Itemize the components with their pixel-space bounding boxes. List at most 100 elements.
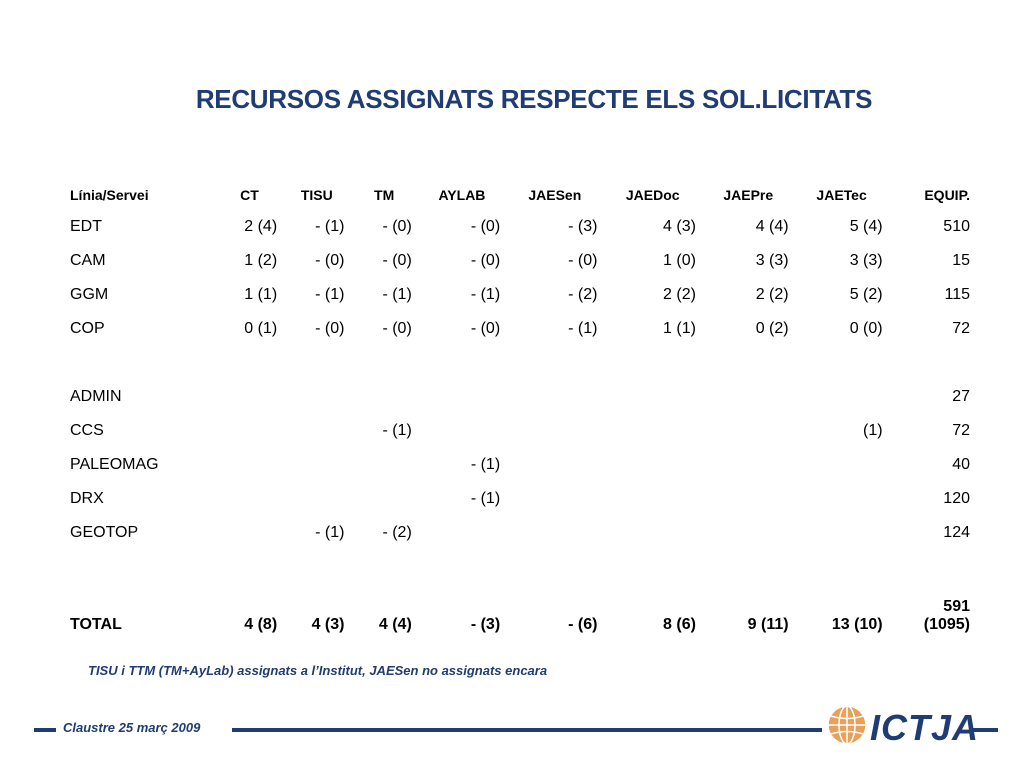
table-cell: - (3) — [568, 218, 598, 235]
table-cell: 2 (4) — [244, 218, 278, 235]
table-cell — [702, 550, 795, 584]
table-row: GGM 1 (1) - (1) - (1) - (1) - (2) 2 (2) 2 (2) 5 … — [62, 278, 976, 312]
table-cell — [603, 482, 701, 516]
table-cell — [702, 448, 795, 482]
table-cell — [283, 346, 350, 380]
header-cell: JAEDoc — [625, 187, 680, 203]
table-cell — [603, 516, 701, 550]
table-cell — [506, 448, 603, 482]
table-cell — [603, 448, 701, 482]
row-label: ADMIN — [70, 388, 122, 405]
row-label — [62, 346, 216, 380]
table-cell: 0 (1) — [244, 320, 278, 337]
header-cell: EQUIP. — [924, 187, 970, 203]
header-cell: JAESen — [528, 187, 582, 203]
total-equip-line1: 591 — [943, 598, 970, 615]
table-cell — [889, 346, 976, 380]
logo-text: ICTJA — [870, 707, 980, 748]
table-cell — [702, 414, 795, 448]
table-cell: 1 (0) — [663, 252, 696, 269]
table-cell: 72 — [952, 422, 970, 439]
table-cell: 40 — [952, 456, 970, 473]
table-cell: 510 — [943, 218, 970, 235]
table-cell: - (1) — [315, 218, 345, 235]
footnote: TISU i TTM (TM+AyLab) assignats a l’Inst… — [88, 663, 548, 678]
table-cell — [418, 380, 506, 414]
table-cell — [350, 482, 417, 516]
table-cell — [702, 516, 795, 550]
table-cell: 72 — [952, 320, 970, 337]
total-cell: - (6) — [568, 616, 598, 633]
row-label — [62, 550, 216, 584]
table-header-row: Línia/Servei CT TISU TM AYLAB JAESen JAE… — [62, 180, 976, 210]
table-cell — [603, 414, 701, 448]
table-row: PALEOMAG - (1) 40 — [62, 448, 976, 482]
spacer-row — [62, 550, 976, 584]
table-cell — [350, 550, 417, 584]
header-cell: CT — [240, 187, 259, 203]
table-row: ADMIN 27 — [62, 380, 976, 414]
table-cell: - (0) — [382, 252, 412, 269]
table-cell — [795, 550, 889, 584]
total-cell: 8 (6) — [663, 616, 696, 633]
total-cell: 4 (3) — [311, 616, 345, 633]
table-cell: - (1) — [470, 456, 501, 473]
table-cell — [702, 346, 795, 380]
table-cell: - (1) — [382, 286, 412, 303]
table-cell: 4 (3) — [663, 218, 696, 235]
total-cell: - (3) — [470, 616, 501, 633]
table-cell — [795, 516, 889, 550]
footer-line-middle — [232, 728, 822, 732]
table-cell: 3 (3) — [755, 252, 789, 269]
table-cell — [889, 550, 976, 584]
table-cell — [506, 414, 603, 448]
table-cell: - (0) — [470, 218, 501, 235]
table-cell: - (1) — [470, 490, 501, 507]
table-cell: - (0) — [470, 252, 501, 269]
table-cell — [506, 516, 603, 550]
total-cell: 13 (10) — [831, 616, 883, 633]
spacer-row — [62, 346, 976, 380]
table-cell: - (1) — [568, 320, 598, 337]
table-cell — [795, 346, 889, 380]
header-cell: AYLAB — [438, 187, 486, 203]
row-label: COP — [70, 320, 105, 337]
table-cell — [506, 346, 603, 380]
table-row: GEOTOP - (1) - (2) 124 — [62, 516, 976, 550]
total-row: TOTAL 4 (8) 4 (3) 4 (4) - (3) - (6) 8 (6… — [62, 584, 976, 636]
table-cell: - (2) — [382, 524, 412, 541]
table-cell — [795, 380, 889, 414]
table-cell — [283, 550, 350, 584]
table-cell — [350, 346, 417, 380]
table-cell — [216, 516, 283, 550]
header-cell: TM — [374, 187, 395, 203]
table-cell — [702, 380, 795, 414]
table-cell — [795, 448, 889, 482]
total-cell: 9 (11) — [747, 616, 789, 633]
total-label: TOTAL — [70, 616, 122, 633]
total-cell: 4 (4) — [378, 616, 412, 633]
table-cell: 120 — [943, 490, 970, 507]
table-cell — [418, 516, 506, 550]
table-cell — [418, 346, 506, 380]
resources-table: Línia/Servei CT TISU TM AYLAB JAESen JAE… — [62, 180, 976, 636]
table-cell — [216, 550, 283, 584]
table-cell: 4 (4) — [755, 218, 789, 235]
table-row: EDT 2 (4) - (1) - (0) - (0) - (3) 4 (3) 4 (4) 5 … — [62, 210, 976, 244]
table-cell: - (1) — [470, 286, 501, 303]
table-cell — [506, 482, 603, 516]
table-cell — [283, 380, 350, 414]
table-cell: - (0) — [382, 218, 412, 235]
table-cell — [350, 448, 417, 482]
table-cell — [283, 414, 350, 448]
footer-line-left — [34, 728, 56, 732]
table-cell — [216, 414, 283, 448]
table-cell — [418, 414, 506, 448]
table-cell: 1 (1) — [244, 286, 278, 303]
table-cell: - (0) — [315, 320, 345, 337]
table-cell — [603, 550, 701, 584]
table-cell: - (0) — [568, 252, 598, 269]
table-cell — [702, 482, 795, 516]
table-cell: - (2) — [568, 286, 598, 303]
table-cell: 115 — [944, 286, 970, 303]
